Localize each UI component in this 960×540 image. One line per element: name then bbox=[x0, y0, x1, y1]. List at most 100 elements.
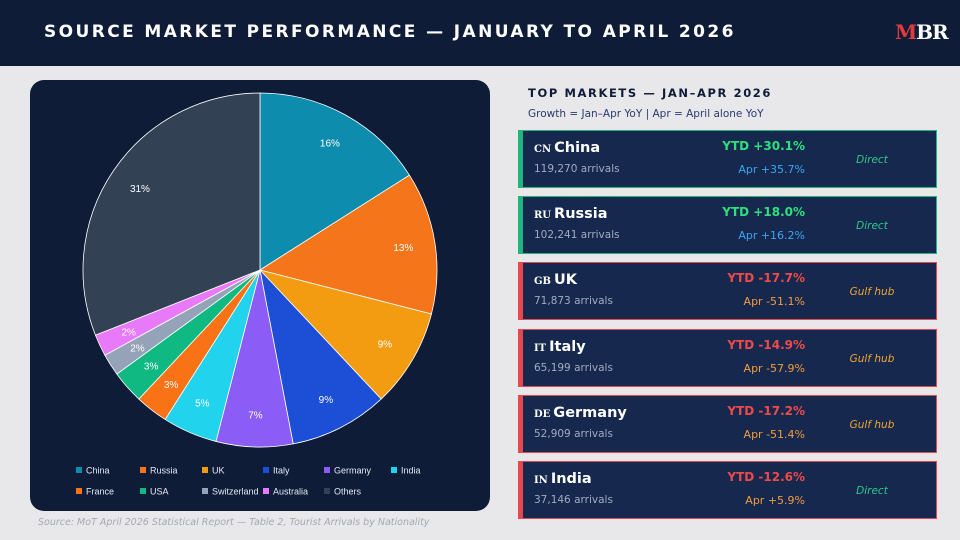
card-accent-bar bbox=[519, 197, 523, 254]
card-route: Gulf hub bbox=[849, 352, 895, 365]
market-card-russia: RU Russia 102,241 arrivals YTD +18.0% Apr +1… bbox=[518, 196, 937, 255]
country-name: UK bbox=[554, 272, 578, 289]
legend-swatch-switzerland bbox=[202, 488, 208, 494]
card-april-growth: Apr -51.4% bbox=[743, 427, 805, 441]
slice-label-others: 31% bbox=[130, 184, 150, 195]
card-country: CN China bbox=[534, 140, 600, 156]
card-april-growth: Apr -57.9% bbox=[743, 361, 805, 375]
slice-label-usa: 3% bbox=[144, 361, 159, 372]
slice-label-switzerland: 2% bbox=[130, 343, 145, 354]
country-name: India bbox=[550, 471, 592, 487]
legend-swatch-china bbox=[76, 467, 82, 473]
header-bar: SOURCE MARKET PERFORMANCE — JANUARY TO A… bbox=[0, 0, 960, 66]
country-code: IN bbox=[534, 475, 548, 486]
card-country: GB UK bbox=[534, 272, 577, 288]
card-route: Direct bbox=[856, 154, 888, 166]
top-markets-title: TOP MARKETS — JAN–APR 2026 bbox=[528, 86, 773, 100]
country-name: Italy bbox=[549, 338, 586, 355]
slice-label-italy: 9% bbox=[319, 395, 334, 406]
legend-label-uk: UK bbox=[212, 466, 225, 476]
slice-label-russia: 13% bbox=[393, 243, 413, 254]
legend-label-italy: Italy bbox=[273, 466, 290, 476]
card-arrivals: 119,270 arrivals bbox=[534, 163, 620, 175]
logo-letter-m: M bbox=[895, 20, 917, 44]
pie-slice-russia bbox=[259, 174, 438, 315]
legend-label-china: China bbox=[86, 466, 110, 476]
market-card-italy: IT Italy 65,199 arrivals YTD -14.9% Apr -57.… bbox=[518, 328, 937, 387]
market-card-germany: DE Germany 52,909 arrivals YTD -17.2% Apr -5… bbox=[518, 394, 937, 453]
top-markets-subtitle: Growth = Jan–Apr YoY | Apr = April alone… bbox=[528, 108, 764, 120]
card-arrivals: 102,241 arrivals bbox=[534, 229, 620, 242]
card-april-growth: Apr +35.7% bbox=[738, 163, 805, 176]
card-april-growth: Apr +16.2% bbox=[738, 229, 805, 243]
market-card-india: IN India 37,146 arrivals YTD -12.6% Apr +5.9… bbox=[518, 461, 937, 519]
legend-swatch-germany bbox=[324, 467, 330, 473]
card-accent-bar bbox=[519, 131, 523, 187]
chart-panel: 16% 13% 9% 9% 7% 5% 3% 3% 2% 2% 31% China Russia UK It… bbox=[30, 80, 490, 511]
legend-swatch-russia bbox=[140, 467, 146, 473]
legend-label-india: India bbox=[401, 466, 421, 476]
card-accent-bar bbox=[519, 263, 523, 320]
legend-label-australia: Australia bbox=[273, 487, 308, 497]
logo-letters: BR bbox=[916, 20, 949, 44]
slice-label-china: 16% bbox=[320, 138, 340, 149]
slice-label-india: 5% bbox=[195, 399, 210, 410]
country-name: Germany bbox=[553, 404, 627, 421]
card-accent-bar bbox=[519, 395, 523, 452]
card-arrivals: 52,909 arrivals bbox=[534, 427, 613, 440]
legend-label-russia: Russia bbox=[150, 466, 178, 476]
legend-swatch-france bbox=[76, 488, 82, 494]
legend-label-switzerland: Switzerland bbox=[212, 487, 259, 497]
card-country: DE Germany bbox=[534, 405, 627, 421]
card-route: Direct bbox=[856, 485, 888, 497]
card-accent-bar bbox=[519, 462, 523, 518]
pie-slice-others bbox=[82, 92, 261, 336]
country-code: CN bbox=[534, 144, 552, 155]
card-ytd-growth: YTD -12.6% bbox=[727, 470, 805, 484]
legend-swatch-italy bbox=[263, 467, 269, 473]
slice-label-uk: 9% bbox=[378, 339, 393, 350]
legend-swatch-usa bbox=[140, 488, 146, 494]
country-code: GB bbox=[534, 276, 551, 288]
legend-label-usa: USA bbox=[150, 487, 169, 497]
card-country: IN India bbox=[534, 471, 592, 487]
slice-label-germany: 7% bbox=[248, 411, 263, 422]
card-route: Gulf hub bbox=[849, 286, 895, 299]
card-arrivals: 37,146 arrivals bbox=[534, 494, 613, 506]
card-route: Gulf hub bbox=[849, 418, 895, 431]
card-april-growth: Apr +5.9% bbox=[745, 494, 805, 507]
card-ytd-growth: YTD -17.2% bbox=[727, 403, 805, 418]
legend-swatch-india bbox=[391, 467, 397, 473]
country-name: China bbox=[554, 140, 601, 156]
card-accent-bar bbox=[519, 329, 523, 386]
country-code: DE bbox=[534, 408, 551, 420]
legend-label-france: France bbox=[86, 487, 114, 497]
legend-swatch-others bbox=[324, 488, 330, 494]
card-arrivals: 65,199 arrivals bbox=[534, 361, 613, 374]
legend-label-others: Others bbox=[334, 487, 362, 497]
legend-label-germany: Germany bbox=[334, 466, 372, 476]
page-title: SOURCE MARKET PERFORMANCE — JANUARY TO A… bbox=[44, 22, 736, 42]
slice-label-france: 3% bbox=[164, 380, 179, 391]
market-card-china: CN China 119,270 arrivals YTD +30.1% Apr +35… bbox=[518, 130, 937, 188]
country-code: RU bbox=[534, 210, 552, 222]
legend-swatch-uk bbox=[202, 467, 208, 473]
country-code: IT bbox=[534, 342, 547, 354]
card-ytd-growth: YTD +18.0% bbox=[722, 205, 805, 220]
pie-slice-italy bbox=[259, 268, 382, 445]
card-ytd-growth: YTD +30.1% bbox=[722, 139, 805, 153]
country-name: Russia bbox=[554, 206, 608, 223]
pie-slice-uk bbox=[258, 269, 432, 400]
card-route: Direct bbox=[856, 220, 888, 233]
card-country: IT Italy bbox=[534, 339, 586, 355]
market-card-uk: GB UK 71,873 arrivals YTD -17.7% Apr -51.1% G… bbox=[518, 262, 937, 321]
slice-label-australia: 2% bbox=[121, 327, 136, 338]
pie-chart: 16% 13% 9% 9% 7% 5% 3% 3% 2% 2% 31% China Russia UK It… bbox=[76, 92, 438, 497]
card-april-growth: Apr -51.1% bbox=[743, 295, 805, 309]
card-ytd-growth: YTD -17.7% bbox=[727, 271, 805, 286]
brand-logo: MBR bbox=[895, 20, 949, 44]
legend-swatch-australia bbox=[263, 488, 269, 494]
card-country: RU Russia bbox=[534, 206, 608, 222]
source-note: Source: MoT April 2026 Statistical Repor… bbox=[38, 517, 430, 528]
card-arrivals: 71,873 arrivals bbox=[534, 295, 613, 308]
